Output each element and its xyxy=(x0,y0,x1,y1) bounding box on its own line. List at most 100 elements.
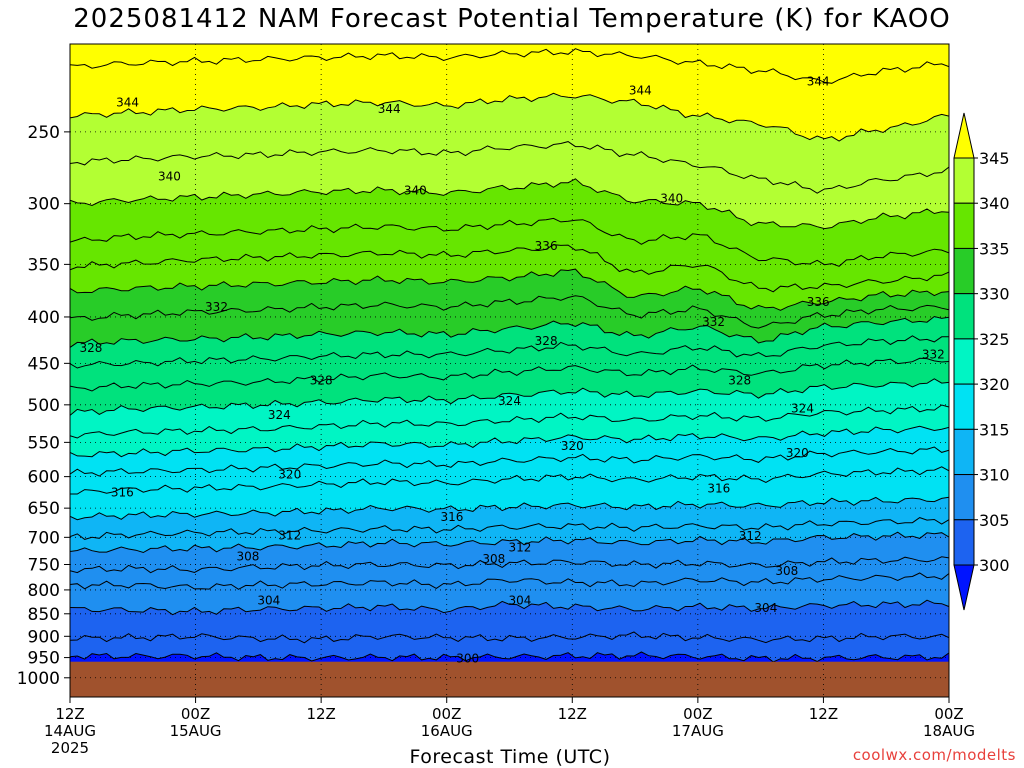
contour-label: 328 xyxy=(79,341,102,355)
x-tick-date: 18AUG xyxy=(923,722,975,740)
contour-labels: 344 344 344 344 340 340 340 336 336 332 332 332 328 3… xyxy=(79,75,944,666)
contour-line-344 xyxy=(70,92,949,142)
contour-label: 304 xyxy=(754,601,777,615)
contour-line-310 xyxy=(70,531,949,554)
colorbar-band xyxy=(953,383,975,430)
colorbar-band xyxy=(953,338,975,385)
contour-label: 324 xyxy=(268,408,291,422)
contour-label: 316 xyxy=(111,486,134,500)
y-axis: 2503003504004505005506006507007508008509… xyxy=(17,123,70,689)
contour-label: 316 xyxy=(707,481,730,495)
colorbar-label: 300 xyxy=(979,556,1010,575)
contour-label: 300 xyxy=(456,651,479,665)
y-tick-label: 500 xyxy=(28,396,60,416)
contour-line-308 xyxy=(70,556,949,574)
source-credit: coolwx.com/modelts xyxy=(852,746,1016,764)
contour-label: 320 xyxy=(786,446,809,460)
contour-label: 308 xyxy=(482,552,505,566)
contour-line-316 xyxy=(70,466,949,495)
contour-label: 336 xyxy=(807,295,830,309)
contour-label: 340 xyxy=(660,191,683,205)
y-tick-label: 900 xyxy=(28,627,60,647)
contour-label: 312 xyxy=(278,529,301,543)
colorbar-band xyxy=(953,202,975,249)
y-tick-label: 650 xyxy=(28,499,60,519)
y-tick-label: 850 xyxy=(28,605,60,625)
y-tick-label: 1000 xyxy=(17,669,60,689)
x-tick-label: 00Z xyxy=(934,705,963,723)
x-tick-label: 00Z xyxy=(432,705,461,723)
contour-line-320 xyxy=(70,425,949,458)
colorbar-label: 310 xyxy=(979,466,1010,485)
colorbar-band xyxy=(953,428,975,476)
colorbar-label: 345 xyxy=(979,149,1010,168)
x-tick-label: 12Z xyxy=(306,705,335,723)
contour-label: 336 xyxy=(535,239,558,253)
contour-label: 324 xyxy=(791,402,814,416)
contour-label: 304 xyxy=(257,594,280,608)
x-tick-date: 16AUG xyxy=(421,722,473,740)
contour-line-326 xyxy=(70,357,949,392)
contour-line-314 xyxy=(70,496,949,521)
contour-line-336 xyxy=(70,244,949,293)
x-tick-label: 00Z xyxy=(683,705,712,723)
x-tick-label: 12Z xyxy=(809,705,838,723)
contour-line-346 xyxy=(70,48,949,84)
contour-label: 308 xyxy=(236,550,259,564)
colorbar-label: 330 xyxy=(979,285,1010,304)
ground-surface xyxy=(70,661,949,697)
contour-label: 344 xyxy=(378,102,401,116)
contour-line-306 xyxy=(70,572,949,590)
contour-label: 344 xyxy=(629,83,652,97)
chart-title: 2025081412 NAM Forecast Potential Temper… xyxy=(73,4,951,34)
contour-label: 344 xyxy=(116,95,139,109)
contour-label: 324 xyxy=(498,394,521,408)
contour-label: 332 xyxy=(205,300,228,314)
contour-line-338 xyxy=(70,217,949,267)
colorbar-band xyxy=(953,247,975,295)
y-tick-label: 700 xyxy=(28,528,60,548)
x-tick-date: 17AUG xyxy=(672,722,724,740)
contour-label: 308 xyxy=(775,564,798,578)
y-tick-label: 600 xyxy=(28,468,60,488)
colorbar-band xyxy=(953,474,975,521)
contour-label: 332 xyxy=(702,315,725,329)
contour-line-302 xyxy=(70,631,949,644)
x-tick-label: 12Z xyxy=(55,705,84,723)
contour-line-304 xyxy=(70,599,949,616)
contour-line-318 xyxy=(70,446,949,477)
y-tick-label: 800 xyxy=(28,581,60,601)
contour-label: 316 xyxy=(440,510,463,524)
y-tick-label: 250 xyxy=(28,123,60,143)
colorbar-label: 340 xyxy=(979,194,1010,213)
colorbar-band xyxy=(953,293,975,340)
colorbar-label: 335 xyxy=(979,239,1010,258)
y-tick-label: 300 xyxy=(28,195,60,215)
contour-line-332 xyxy=(70,295,949,329)
colorbar-band xyxy=(953,157,975,204)
colorbar-arrow-top xyxy=(953,112,975,159)
colorbar-label: 320 xyxy=(979,375,1010,394)
x-tick-date: 15AUG xyxy=(170,722,222,740)
y-tick-label: 750 xyxy=(28,555,60,575)
contour-line-340 xyxy=(70,178,949,230)
contour-label: 340 xyxy=(158,170,181,184)
contour-line-312 xyxy=(70,517,949,540)
contour-label: 332 xyxy=(922,347,945,361)
y-tick-label: 950 xyxy=(28,649,60,669)
contour-line-330 xyxy=(70,315,949,348)
y-tick-label: 550 xyxy=(28,433,60,453)
y-tick-label: 450 xyxy=(28,354,60,374)
contour-label: 340 xyxy=(404,183,427,197)
contour-line-322 xyxy=(70,404,949,439)
contour-label: 312 xyxy=(509,540,532,554)
colorbar: 300 305 310 315 320 325 330 335 340 345 xyxy=(953,112,1010,611)
terrain xyxy=(70,661,949,697)
contour-label: 320 xyxy=(561,439,584,453)
x-tick-year: 2025 xyxy=(51,739,89,757)
colorbar-label: 305 xyxy=(979,511,1010,530)
colorbar-label: 315 xyxy=(979,420,1010,439)
contour-label: 320 xyxy=(278,468,301,482)
